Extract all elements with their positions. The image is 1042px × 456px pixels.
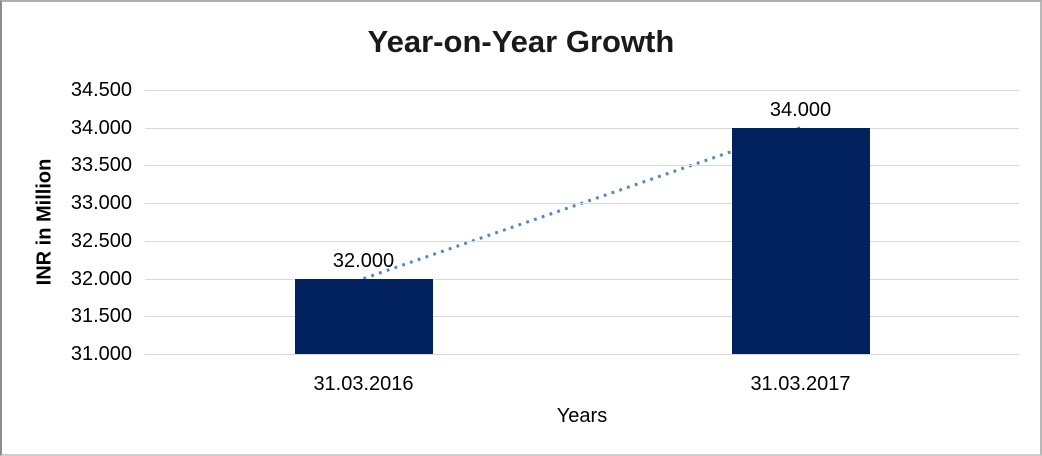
y-axis-title: INR in Million: [33, 158, 56, 286]
x-axis-tick-label: 31.03.2017: [750, 373, 851, 395]
y-axis-tick-label: 34.000: [70, 116, 132, 139]
bar-value-label: 34.000: [769, 98, 832, 121]
y-axis-tick-label: 31.500: [70, 305, 132, 328]
gridline: [145, 127, 1019, 129]
gridline: [145, 354, 1019, 355]
x-axis-tick-label: 31.03.2016: [313, 373, 414, 395]
chart-title: Year-on-Year Growth: [367, 24, 675, 59]
y-axis-tick-label: 33.000: [70, 192, 132, 215]
y-axis-tick-label: 33.500: [70, 154, 132, 177]
gridline: [145, 316, 1019, 318]
bar: [731, 127, 870, 354]
y-axis-tick-label: 31.000: [70, 343, 132, 365]
bar-value-label: 32.000: [332, 249, 395, 272]
y-axis-tick-label: 32.500: [70, 229, 132, 252]
y-axis-tick-label: 32.000: [70, 267, 132, 290]
x-axis-title: Years: [556, 405, 608, 427]
gridline: [145, 203, 1019, 205]
gridline: [145, 90, 1019, 91]
gridline: [145, 165, 1019, 167]
bar: [294, 278, 433, 354]
gridline: [145, 278, 1019, 280]
y-axis-tick-label: 34.500: [70, 79, 132, 101]
gridline: [145, 240, 1019, 242]
